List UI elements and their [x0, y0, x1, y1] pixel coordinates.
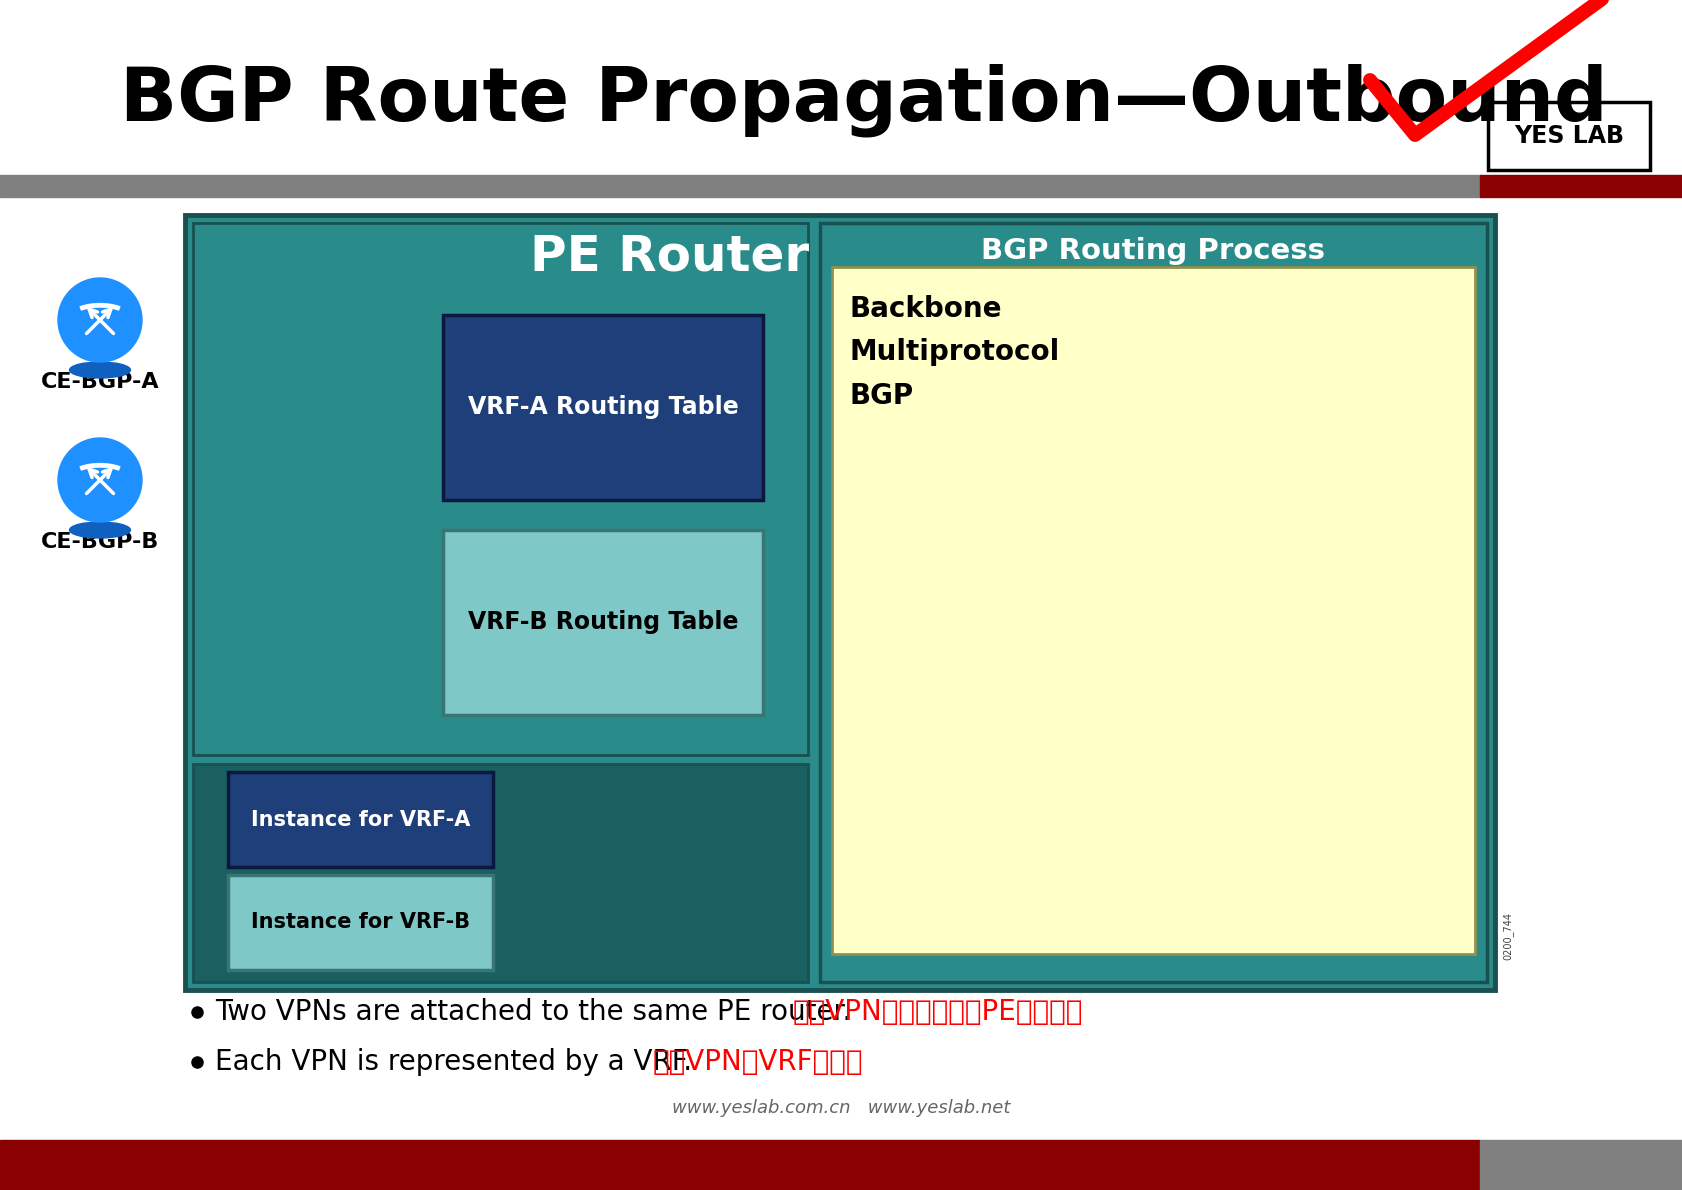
Text: www.yeslab.com.cn   www.yeslab.net: www.yeslab.com.cn www.yeslab.net — [671, 1100, 1009, 1117]
Text: 0200_744: 0200_744 — [1500, 912, 1512, 960]
Text: BGP Route Propagation—Outbound: BGP Route Propagation—Outbound — [119, 63, 1606, 137]
Bar — [227, 875, 493, 970]
Bar — [193, 223, 807, 754]
Ellipse shape — [69, 362, 131, 378]
Text: BGP Routing Process: BGP Routing Process — [981, 237, 1325, 265]
Text: YES LAB: YES LAB — [1514, 124, 1623, 148]
Bar — [831, 267, 1473, 954]
Bar — [185, 215, 1494, 990]
Bar — [1487, 102, 1648, 170]
Text: Each VPN is represented by a VRF.: Each VPN is represented by a VRF. — [215, 1048, 691, 1076]
Bar — [1478, 1140, 1682, 1190]
Bar — [0, 1140, 1478, 1190]
Text: VRF-A Routing Table: VRF-A Routing Table — [468, 395, 738, 420]
Bar — [819, 223, 1487, 982]
Ellipse shape — [69, 522, 131, 538]
Text: CE-BGP-A: CE-BGP-A — [40, 372, 160, 392]
Bar — [0, 175, 1478, 198]
Text: Instance for VRF-A: Instance for VRF-A — [251, 809, 469, 829]
Bar — [193, 764, 807, 982]
Text: Instance for VRF-B: Instance for VRF-B — [251, 913, 469, 933]
Circle shape — [57, 278, 141, 362]
Text: 两个VPN连接到同一个PE路由器。: 两个VPN连接到同一个PE路由器。 — [792, 998, 1083, 1026]
Text: CE-BGP-B: CE-BGP-B — [40, 532, 160, 552]
Bar — [442, 530, 762, 715]
Bar — [1478, 175, 1682, 198]
Bar — [227, 772, 493, 868]
Bar — [442, 315, 762, 500]
Text: 每个VPN由VRF表示。: 每个VPN由VRF表示。 — [653, 1048, 863, 1076]
Circle shape — [57, 438, 141, 522]
Text: PE Router: PE Router — [530, 233, 809, 281]
Text: VRF-B Routing Table: VRF-B Routing Table — [468, 610, 738, 634]
Text: Two VPNs are attached to the same PE router.: Two VPNs are attached to the same PE rou… — [215, 998, 851, 1026]
Text: Backbone
Multiprotocol
BGP: Backbone Multiprotocol BGP — [849, 295, 1060, 409]
